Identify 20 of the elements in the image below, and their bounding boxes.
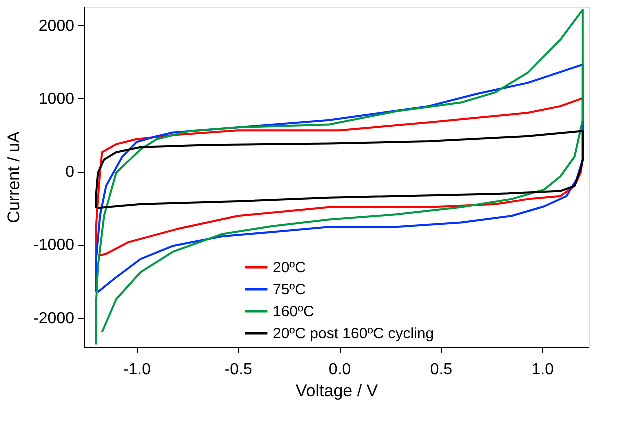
x-tick-label: -1.0 <box>123 362 152 378</box>
line-series <box>95 8 584 346</box>
x-axis-title: Voltage / V <box>296 382 379 400</box>
y-axis-title: Current / uA <box>4 131 24 224</box>
line-series <box>95 97 584 258</box>
x-tick-label: -0.5 <box>224 362 253 378</box>
y-tick-label: -2000 <box>34 310 75 328</box>
line-series <box>95 130 584 210</box>
x-tick-label: 1.0 <box>532 362 554 378</box>
y-tick-label: 1000 <box>38 90 75 108</box>
line-series <box>95 64 584 294</box>
legend-label: 160ºC <box>273 304 315 320</box>
legend-label: 75ºC <box>273 282 306 298</box>
x-tick-label: 0.0 <box>328 362 352 378</box>
legend-label: 20ºC post 160ºC cycling <box>273 326 434 342</box>
y-tick-label: -1000 <box>34 237 75 254</box>
y-tick-label: 0 <box>66 164 75 182</box>
x-tick-label: 0.5 <box>430 362 453 378</box>
y-tick-label: 2000 <box>38 18 75 35</box>
legend-label: 20ºC <box>273 260 306 276</box>
